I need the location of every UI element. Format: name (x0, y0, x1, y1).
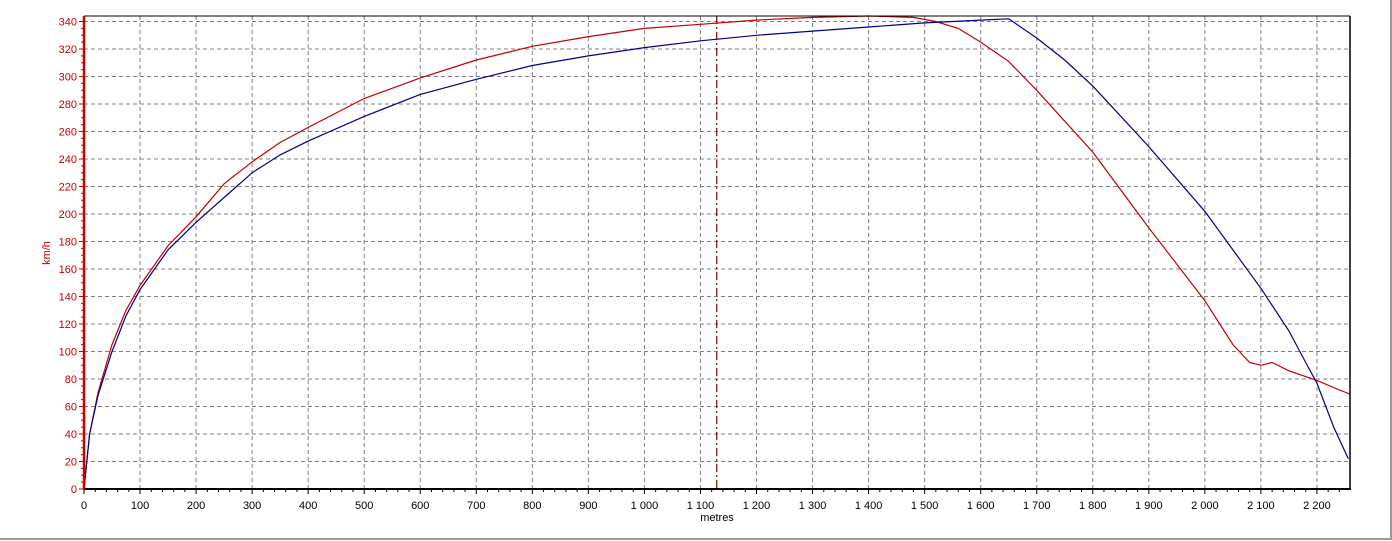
series-line-blue (83, 18, 1349, 490)
y-tick-label: 200 (59, 209, 77, 221)
x-tick-label: 2 200 (1303, 500, 1331, 512)
y-tick-label: 160 (59, 264, 77, 276)
x-tick-label: 2 100 (1247, 500, 1275, 512)
y-tick-label: 120 (59, 319, 77, 331)
x-tick-label: 1 900 (1135, 500, 1163, 512)
y-tick-label: 340 (59, 17, 77, 29)
x-tick-label: 200 (187, 500, 205, 512)
y-axis-ticks: 0 20 40 60 80 100 120 140 160 180 200 220 240 260 280 3… (59, 17, 84, 496)
x-tick-label: 100 (131, 500, 149, 512)
x-tick-label: 1 500 (911, 500, 939, 512)
x-tick-label: 1 800 (1079, 500, 1107, 512)
x-axis-ticks: 0 100 200 300 400 500 600 700 800 900 1 000 1 100 1 … (81, 489, 1340, 512)
y-tick-label: 20 (65, 457, 77, 469)
y-axis-label: km/h (41, 241, 53, 265)
x-tick-label: 1 300 (799, 500, 827, 512)
y-tick-label: 320 (59, 44, 77, 56)
x-tick-label: 1 200 (743, 500, 771, 512)
x-tick-label: 300 (243, 500, 261, 512)
y-tick-label: 260 (59, 127, 77, 139)
y-tick-label: 80 (65, 374, 77, 386)
x-tick-label: 400 (299, 500, 317, 512)
x-axis-label: metres (700, 512, 734, 524)
x-tick-label: 1 100 (687, 500, 715, 512)
x-tick-label: 1 400 (855, 500, 883, 512)
y-tick-label: 180 (59, 237, 77, 249)
y-tick-label: 240 (59, 154, 77, 166)
y-tick-label: 100 (59, 347, 77, 359)
axes (82, 15, 1351, 490)
x-tick-label: 500 (355, 500, 373, 512)
y-tick-label: 280 (59, 99, 77, 111)
x-tick-label: 2 000 (1191, 500, 1219, 512)
x-tick-label: 1 000 (631, 500, 659, 512)
x-tick-label: 1 600 (967, 500, 995, 512)
x-tick-label: 0 (81, 500, 87, 512)
y-tick-label: 60 (65, 402, 77, 414)
y-tick-label: 40 (65, 429, 77, 441)
series-line-red (83, 15, 1351, 490)
x-tick-label: 1 700 (1023, 500, 1051, 512)
x-tick-label: 800 (523, 500, 541, 512)
y-tick-label: 0 (71, 484, 77, 496)
y-tick-label: 220 (59, 182, 77, 194)
y-tick-label: 300 (59, 72, 77, 84)
y-tick-label: 140 (59, 292, 77, 304)
x-tick-label: 600 (411, 500, 429, 512)
x-tick-label: 700 (467, 500, 485, 512)
series-lines (83, 15, 1351, 490)
x-tick-label: 900 (579, 500, 597, 512)
